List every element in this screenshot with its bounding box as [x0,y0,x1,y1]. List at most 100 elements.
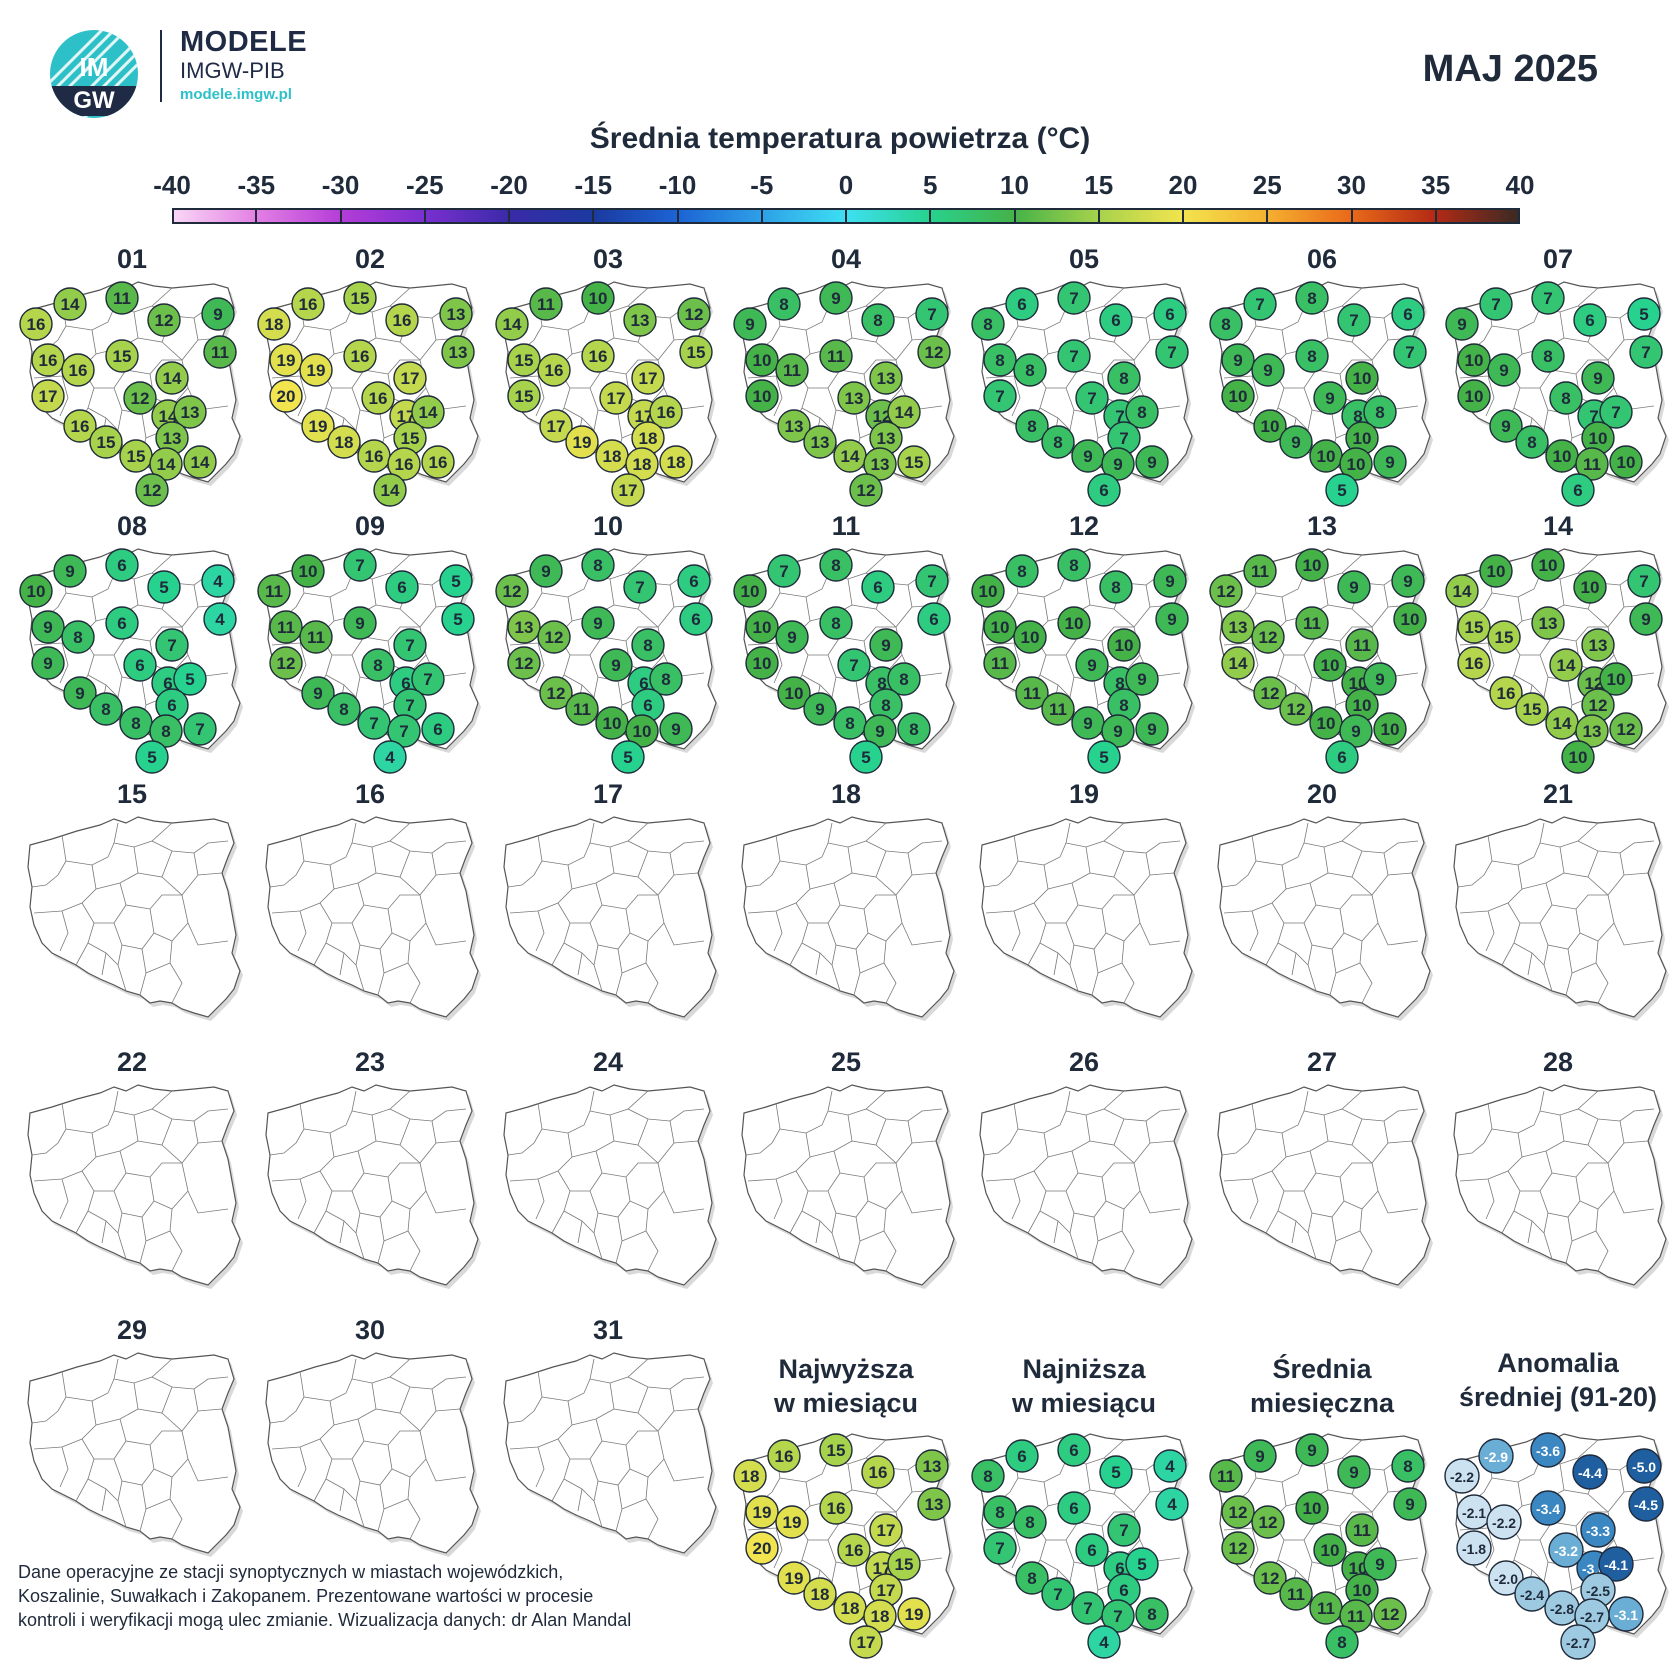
station-marker: 12 [1609,712,1643,746]
station-value: 8 [845,714,854,733]
station-value: 8 [995,1503,1004,1522]
day-label: 07 [1542,244,1574,274]
station-dot [915,1449,949,1483]
station-value: 6 [117,556,126,575]
station-marker: 10 [1057,606,1091,640]
voivodeship-border [507,834,543,888]
station-value: 11 [1287,1585,1305,1604]
station-value: 6 [929,610,938,629]
station-dot [537,353,571,387]
station-value: 9 [1307,1441,1316,1460]
station-dot [861,570,895,604]
voivodeship-border [1121,940,1135,1004]
station-marker: 10 [1609,445,1643,479]
station-value: -2.2 [1492,1515,1516,1531]
voivodeship-border [1133,894,1181,946]
station-value: 16 [1465,654,1484,673]
voivodeship-border [1607,1162,1655,1214]
station-marker: 13 [917,1487,951,1521]
station-dot [441,602,475,636]
station-value: 8 [995,351,1004,370]
station-value: 7 [355,556,364,575]
station-dot [1101,447,1135,481]
station-value: 9 [831,289,840,308]
station-dot [1609,712,1643,746]
brand-url[interactable]: modele.imgw.pl [180,86,292,103]
station-value: 15 [687,343,706,362]
station-marker: 6 [1075,1533,1109,1567]
voivodeship-border [507,1370,543,1424]
station-value: 9 [1233,351,1242,370]
voivodeship-border [1011,1178,1021,1220]
station-value: 7 [1069,289,1078,308]
station-dot [361,381,395,415]
station-dot [507,646,541,680]
station-value: 11 [1583,455,1601,474]
station-dot [887,662,921,696]
day-label: 01 [116,244,148,274]
brand-divider [160,30,162,102]
station-dot [1580,1512,1616,1548]
station-dot [1479,554,1513,588]
station-marker: -4.5 [1628,1486,1664,1522]
voivodeship-border [1221,834,1257,888]
station-marker: 8 [819,548,853,582]
station-dot [659,445,693,479]
day-label: 27 [1306,1047,1338,1077]
station-marker: 4 [373,740,407,774]
station-value: 20 [277,387,296,406]
station-dot [147,303,181,337]
station-marker: 18 [659,445,693,479]
voivodeship-border [101,1220,107,1244]
station-marker: 13 [155,421,189,455]
day-label: 16 [354,779,386,809]
station-dot [971,574,1005,608]
station-value: 13 [925,1495,944,1514]
station-dot [173,395,207,429]
station-marker: 12 [1251,620,1285,654]
station-value: 10 [1349,674,1368,693]
station-dot [679,335,713,369]
station-dot [1530,1432,1566,1468]
station-value: 9 [1291,433,1300,452]
station-dot [1531,281,1565,315]
station-dot [1075,648,1109,682]
station-value: 7 [995,1539,1004,1558]
station-marker: 5 [439,564,473,598]
station-dot [837,1533,871,1567]
station-marker: 9 [1295,1433,1329,1467]
station-value: 6 [1069,1441,1078,1460]
station-value: 16 [39,351,58,370]
station-marker: 8 [887,662,921,696]
station-dot [63,676,97,710]
station-marker: 6 [1325,740,1359,774]
station-value: 9 [75,684,84,703]
station-dot [149,447,183,481]
station-value: 16 [869,1463,888,1482]
station-dot [1549,648,1583,682]
station-marker: 9 [869,628,903,662]
station-marker: 9 [863,714,897,748]
station-marker: 10 [1573,570,1607,604]
station-value: 5 [159,578,168,597]
station-dot [1325,1625,1359,1659]
station-marker: 8 [1099,570,1133,604]
colorbar-tick-mark [1266,210,1269,222]
station-dot [915,297,949,331]
voivodeship-border [809,1114,853,1158]
station-marker: 7 [983,379,1017,413]
station-value: 8 [339,700,348,719]
voivodeship-border [1249,642,1259,684]
station-dot [1445,574,1479,608]
station-value: 9 [1113,722,1122,741]
station-value: 7 [399,722,408,741]
station-value: 10 [1317,714,1336,733]
poland-outline [979,1084,1193,1286]
station-marker: 15 [897,445,931,479]
station-dot [1345,1513,1379,1547]
station-dot [529,554,563,588]
voivodeship-border [1221,1102,1257,1156]
footnote-line: Dane operacyjne ze stacji synoptycznych … [18,1562,564,1582]
station-marker: 15 [819,1433,853,1467]
